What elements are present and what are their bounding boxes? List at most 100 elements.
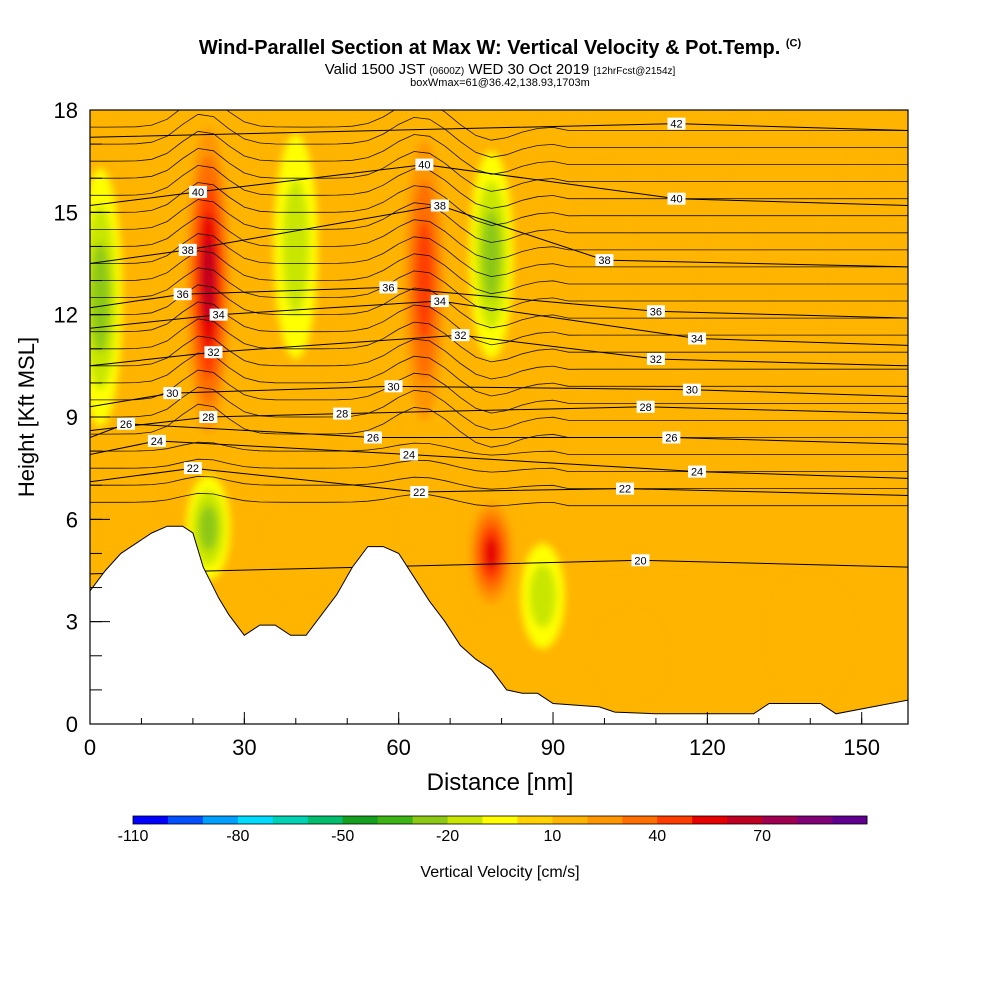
theta-label: 30 bbox=[686, 385, 698, 397]
theta-label: 22 bbox=[413, 487, 425, 499]
colorbar-swatch bbox=[307, 816, 344, 824]
theta-line bbox=[90, 403, 908, 448]
colorbar-swatch bbox=[412, 816, 449, 824]
terrain bbox=[90, 525, 908, 724]
theta-label-box bbox=[662, 431, 681, 444]
theta-label-box bbox=[451, 329, 470, 342]
colorbar-tick-label: -80 bbox=[226, 828, 250, 845]
theta-labels: 20 22 22 22 24 24 24 26 26 26 28 28 28 30 30 30 32 32 32 34… bbox=[117, 117, 707, 567]
updraft-contour bbox=[202, 238, 215, 323]
colorbar-swatch bbox=[133, 816, 169, 824]
theta-label-box bbox=[204, 346, 223, 359]
theta-label: 34 bbox=[212, 310, 224, 322]
valid-time: Valid 1500 JST bbox=[324, 61, 426, 78]
colorbar-swatch bbox=[832, 816, 868, 824]
theta-line bbox=[90, 352, 908, 397]
y-axis-label: Height [Kft MSL] bbox=[14, 337, 39, 497]
y-tick-label: 3 bbox=[66, 610, 78, 635]
theta-label-box bbox=[646, 353, 665, 366]
field-patch bbox=[834, 154, 889, 441]
y-tick-label: 15 bbox=[54, 200, 78, 225]
theta-label-box bbox=[667, 117, 686, 130]
theta-label-box bbox=[384, 380, 403, 393]
colorbar-tick-label: 10 bbox=[543, 828, 562, 845]
theta-line bbox=[90, 441, 908, 456]
chart-subtitle: Valid 1500 JST (0600Z) WED 30 Oct 2019 [… bbox=[0, 61, 1000, 78]
colorbar-swatch bbox=[762, 816, 798, 824]
theta-label-box bbox=[636, 400, 655, 413]
x-tick-label: 120 bbox=[689, 735, 726, 760]
theta-line bbox=[90, 458, 908, 473]
theta-line bbox=[90, 147, 908, 192]
theta-label-box bbox=[333, 407, 352, 420]
theta-label: 34 bbox=[434, 296, 446, 308]
theta-line bbox=[90, 199, 908, 243]
colorbar-swatch bbox=[447, 816, 484, 824]
theta-label: 26 bbox=[665, 432, 677, 444]
colorbar-swatch bbox=[342, 816, 379, 824]
colorbar-swatch bbox=[167, 816, 204, 824]
x-tick-label: 30 bbox=[232, 735, 256, 760]
colorbar-title: Vertical Velocity [cm/s] bbox=[420, 864, 580, 881]
theta-label: 36 bbox=[382, 282, 394, 294]
theta-line bbox=[90, 233, 908, 278]
colorbar-swatch bbox=[692, 816, 728, 824]
theta-label-box bbox=[117, 417, 136, 430]
theta-label: 28 bbox=[202, 412, 214, 424]
theta-label: 22 bbox=[187, 463, 199, 475]
x-tick-label: 90 bbox=[541, 735, 565, 760]
colorbar-swatch bbox=[237, 816, 274, 824]
theta-label-box bbox=[199, 411, 218, 423]
downdraft-contour bbox=[529, 564, 556, 628]
theta-label-box bbox=[688, 332, 707, 345]
theta-label: 24 bbox=[403, 450, 415, 462]
theta-line bbox=[90, 475, 908, 490]
field-patch bbox=[770, 577, 851, 701]
downdraft-core bbox=[520, 543, 565, 649]
theta-line bbox=[90, 250, 908, 295]
colorbar-tick-label: 40 bbox=[648, 828, 667, 845]
downdraft-contour bbox=[481, 210, 501, 300]
x-tick-label: 60 bbox=[386, 735, 410, 760]
theta-label-box bbox=[209, 308, 228, 321]
theta-label: 28 bbox=[639, 402, 651, 414]
colorbar-swatch bbox=[202, 816, 239, 824]
theta-line bbox=[90, 335, 908, 380]
theta-label: 24 bbox=[691, 467, 703, 479]
theta-line bbox=[90, 318, 908, 363]
theta-label-box bbox=[415, 158, 434, 171]
y-tick-label: 0 bbox=[66, 712, 78, 737]
theta-label-box bbox=[363, 431, 382, 444]
theta-line bbox=[90, 386, 908, 431]
theta-line bbox=[90, 182, 908, 226]
x-axis-label: Distance [nm] bbox=[427, 769, 574, 796]
theta-label: 32 bbox=[207, 347, 219, 359]
theta-label: 40 bbox=[418, 160, 430, 172]
theta-label-box bbox=[595, 254, 614, 267]
theta-label-box bbox=[667, 192, 686, 205]
theta-label-box bbox=[688, 465, 707, 478]
chart-title-text: Wind-Parallel Section at Max W: Vertical… bbox=[198, 37, 781, 59]
colorbar-swatch bbox=[622, 816, 658, 824]
x-tick-label: 150 bbox=[843, 735, 880, 760]
theta-line bbox=[90, 492, 908, 507]
colorbar-tick-label: -20 bbox=[436, 828, 460, 845]
theta-label: 34 bbox=[691, 334, 703, 346]
colorbar-swatch bbox=[797, 816, 833, 824]
colorbar-swatch bbox=[272, 816, 309, 824]
colorbar-tick-label: -110 bbox=[117, 828, 149, 845]
colorbar-swatch bbox=[552, 816, 588, 824]
forecast-info: [12hrFcst@2154z] bbox=[593, 66, 676, 77]
updraft-core bbox=[465, 492, 518, 615]
theta-label-box bbox=[430, 295, 449, 308]
theta-label-box bbox=[183, 462, 202, 475]
colorbar-swatch bbox=[517, 816, 553, 824]
y-tick-label: 6 bbox=[66, 507, 78, 532]
theta-line bbox=[90, 110, 908, 141]
theta-line bbox=[90, 130, 908, 175]
theta-label-box bbox=[163, 387, 182, 400]
valid-date: WED 30 Oct 2019 bbox=[468, 61, 590, 78]
box-info: boxWmax=61@36.42,138.93,1703m bbox=[410, 77, 590, 89]
y-tick-label: 12 bbox=[54, 303, 78, 328]
